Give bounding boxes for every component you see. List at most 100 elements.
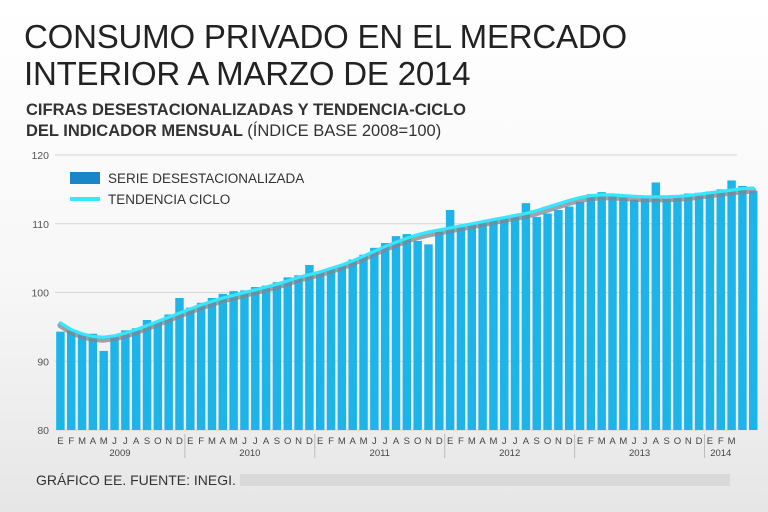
x-tick-label: M <box>208 436 216 447</box>
y-tick-label: 120 <box>31 150 49 162</box>
x-tick-label: N <box>165 436 172 447</box>
legend-label-bars: SERIE DESESTACIONALIZADA <box>108 171 304 186</box>
x-tick-label: N <box>295 436 302 447</box>
x-tick-label: O <box>154 436 161 447</box>
x-tick-label: J <box>643 436 648 447</box>
trend-line <box>58 186 755 339</box>
bar <box>402 234 412 430</box>
bar <box>359 254 368 430</box>
x-tick-label: D <box>436 436 443 447</box>
bar <box>435 232 444 430</box>
x-tick-label: O <box>284 436 291 447</box>
x-tick-label: J <box>383 436 388 447</box>
x-tick-label: F <box>718 436 724 447</box>
bar <box>348 259 357 430</box>
bar <box>110 337 119 430</box>
bar <box>608 194 617 430</box>
x-tick-label: D <box>176 436 183 447</box>
bar <box>575 201 585 430</box>
x-tick-label: O <box>544 436 551 447</box>
bar <box>67 330 76 430</box>
x-tick-label: M <box>489 436 497 447</box>
bar <box>294 275 303 430</box>
bar <box>467 223 476 430</box>
bar <box>749 190 758 430</box>
bar <box>554 210 563 430</box>
bar <box>478 221 487 430</box>
trend-line-shadow <box>57 187 757 343</box>
x-tick-label: M <box>728 436 736 447</box>
x-tick-label: S <box>144 436 150 447</box>
x-tick-label: F <box>68 436 74 447</box>
bar <box>564 206 574 430</box>
subtitle-units: (ÍNDICE BASE 2008=100) <box>247 122 442 140</box>
bar <box>662 199 671 430</box>
x-tick-label: J <box>372 436 377 447</box>
y-tick-label: 110 <box>32 219 49 231</box>
bar <box>521 203 531 430</box>
bar <box>261 285 271 430</box>
x-tick-label: J <box>242 436 247 447</box>
y-tick-label: 90 <box>37 356 49 368</box>
x-tick-label: E <box>577 436 583 447</box>
x-tick-label: A <box>220 436 227 447</box>
x-tick-label: O <box>674 436 681 447</box>
x-tick-label: A <box>653 436 660 447</box>
bar <box>619 197 628 430</box>
bar <box>705 191 715 430</box>
bar <box>532 216 541 430</box>
subtitle-line-1: CIFRAS DESESTACIONALIZADAS Y TENDENCIA-C… <box>26 101 467 119</box>
legend-label-trend: TENDENCIA CICLO <box>108 192 230 207</box>
bar <box>337 265 347 430</box>
year-label: 2011 <box>370 448 390 459</box>
x-tick-label: J <box>513 436 518 447</box>
year-label: 2013 <box>629 448 650 459</box>
x-tick-label: M <box>100 436 108 447</box>
x-tick-label: M <box>230 436 238 447</box>
x-tick-label: M <box>338 436 346 447</box>
bar <box>684 193 693 430</box>
bar <box>196 302 206 430</box>
source-divider <box>240 474 730 486</box>
x-tick-label: A <box>479 436 486 447</box>
x-tick-label: A <box>90 436 97 447</box>
bar <box>218 293 228 430</box>
bar <box>131 328 141 430</box>
bar <box>391 236 401 430</box>
chart-title: CONSUMO PRIVADO EN EL MERCADO INTERIOR A… <box>24 18 627 92</box>
bar <box>500 218 509 430</box>
x-tick-label: D <box>696 436 703 447</box>
bar <box>510 214 520 430</box>
bar <box>326 268 336 430</box>
bar <box>229 291 238 430</box>
x-tick-label: J <box>502 436 507 447</box>
x-tick-label: A <box>393 436 400 447</box>
x-tick-label: S <box>274 436 280 447</box>
y-tick-label: 100 <box>31 288 49 300</box>
bar <box>629 199 639 430</box>
bar <box>727 180 736 430</box>
x-tick-label: J <box>632 436 637 447</box>
x-tick-label: S <box>534 436 540 447</box>
bar <box>738 185 747 430</box>
x-tick-label: E <box>447 436 453 447</box>
bar <box>77 334 87 430</box>
x-tick-label: J <box>253 436 258 447</box>
bar <box>651 182 661 430</box>
x-tick-label: S <box>404 436 410 447</box>
bar <box>305 265 314 430</box>
bar <box>251 287 260 430</box>
x-tick-label: S <box>663 436 669 447</box>
bar <box>186 307 195 430</box>
x-tick-label: D <box>306 436 313 447</box>
x-tick-label: A <box>523 436 530 447</box>
x-tick-label: A <box>350 436 357 447</box>
year-label: 2012 <box>499 448 520 459</box>
bar <box>164 314 173 430</box>
x-tick-label: E <box>317 436 323 447</box>
bar <box>413 240 422 430</box>
bar <box>673 196 682 430</box>
bar <box>380 243 390 430</box>
x-tick-label: F <box>198 436 204 447</box>
